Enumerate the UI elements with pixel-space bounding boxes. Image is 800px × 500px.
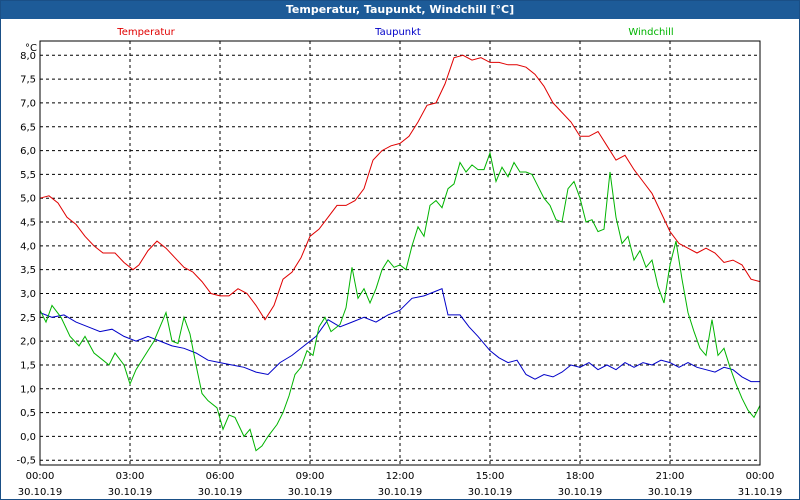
legend: Temperatur Taupunkt Windchill bbox=[116, 27, 673, 38]
series-line-taupunkt bbox=[39, 288, 760, 383]
y-tick-label: 0,0 bbox=[20, 432, 36, 443]
y-tick-label: 4,0 bbox=[20, 241, 36, 252]
y-tick-label: 3,5 bbox=[20, 265, 36, 276]
x-tick-time-label: 09:00 bbox=[296, 471, 325, 482]
y-tick-label: 1,5 bbox=[20, 360, 36, 371]
x-tick-date-label: 31.10.19 bbox=[738, 487, 783, 498]
y-tick-label: 1,0 bbox=[20, 384, 36, 395]
series-line-temperatur bbox=[39, 54, 761, 321]
plot-frame bbox=[39, 40, 761, 466]
x-tick-time-label: 03:00 bbox=[116, 471, 145, 482]
legend-label-taupunkt: Taupunkt bbox=[374, 27, 421, 38]
x-tick-time-label: 00:00 bbox=[746, 471, 775, 482]
y-tick-label: 4,5 bbox=[20, 218, 36, 229]
y-tick-label: 2,5 bbox=[20, 313, 36, 324]
y-tick-label: 2,0 bbox=[20, 337, 36, 348]
x-tick-time-label: 15:00 bbox=[476, 471, 505, 482]
x-tick-date-label: 30.10.19 bbox=[108, 487, 153, 498]
x-tick-date-label: 30.10.19 bbox=[288, 487, 333, 498]
y-tick-label: 5,5 bbox=[20, 170, 36, 181]
x-tick-time-label: 18:00 bbox=[566, 471, 595, 482]
x-tick-time-label: 00:00 bbox=[26, 471, 55, 482]
legend-label-windchill: Windchill bbox=[628, 27, 673, 38]
x-tick-date-label: 30.10.19 bbox=[558, 487, 603, 498]
x-axis-ticks: 00:00 30.10.19 03:00 30.10.19 06:00 30.10.19 0… bbox=[18, 471, 783, 498]
series-lines bbox=[39, 54, 761, 452]
y-tick-label: 7,0 bbox=[20, 98, 36, 109]
y-tick-label: 0,5 bbox=[20, 408, 36, 419]
legend-label-temperatur: Temperatur bbox=[116, 27, 175, 38]
x-tick-date-label: 30.10.19 bbox=[468, 487, 513, 498]
y-tick-label: 3,0 bbox=[20, 289, 36, 300]
y-tick-label: 5,0 bbox=[20, 194, 36, 205]
x-tick-date-label: 30.10.19 bbox=[198, 487, 243, 498]
x-tick-date-label: 30.10.19 bbox=[648, 487, 693, 498]
y-tick-label: 6,0 bbox=[20, 146, 36, 157]
y-tick-label: 7,5 bbox=[20, 75, 36, 86]
y-axis-unit-label: °C bbox=[25, 43, 37, 54]
y-tick-label: 6,5 bbox=[20, 122, 36, 133]
y-tick-label: 8,0 bbox=[20, 51, 36, 62]
x-tick-time-label: 21:00 bbox=[656, 471, 685, 482]
x-tick-date-label: 30.10.19 bbox=[18, 487, 63, 498]
y-axis-ticks: 8,0 7,5 7,0 6,5 6,0 5,5 5,0 4,5 4,0 3,5 3,0 2,5 2,0 1… bbox=[16, 51, 36, 467]
y-tick-label: -0,5 bbox=[16, 456, 36, 467]
window-title: Temperatur, Taupunkt, Windchill [°C] bbox=[1, 1, 799, 19]
x-tick-time-label: 12:00 bbox=[386, 471, 415, 482]
line-chart: 8,0 7,5 7,0 6,5 6,0 5,5 5,0 4,5 4,0 3,5 3,0 2,5 2,0 1… bbox=[1, 20, 799, 499]
x-tick-date-label: 30.10.19 bbox=[378, 487, 423, 498]
grid-lines bbox=[40, 41, 760, 465]
series-line-windchill bbox=[39, 151, 761, 452]
x-tick-time-label: 06:00 bbox=[206, 471, 235, 482]
